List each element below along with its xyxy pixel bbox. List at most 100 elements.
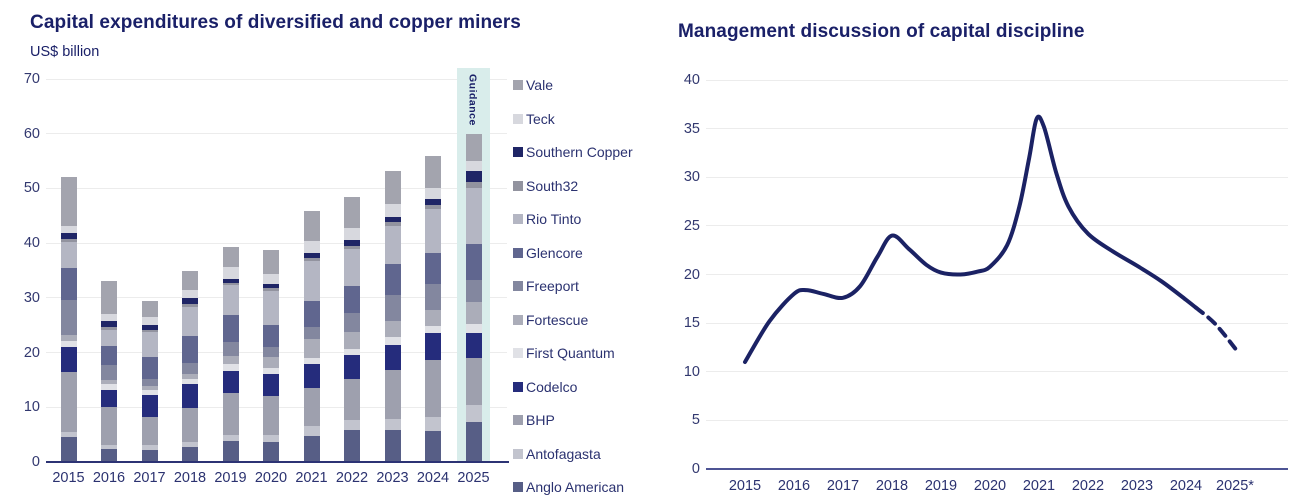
bar-segment-first-quantum — [263, 368, 279, 375]
x-axis-line — [46, 461, 509, 463]
bar-segment-south32 — [465, 181, 482, 189]
y-gridline — [46, 78, 507, 80]
y-gridline — [706, 274, 1288, 275]
bar-segment-vale — [101, 281, 117, 314]
x-axis-tick-label: 2021 — [295, 470, 328, 486]
bar-segment-codelco — [384, 345, 401, 371]
bar-segment-antofagasta — [141, 445, 158, 450]
legend-label: Antofagasta — [526, 445, 601, 462]
y-axis-tick-label: 25 — [683, 217, 700, 234]
bar-segment-anglo-american — [263, 442, 279, 462]
bar-segment-anglo-american — [303, 436, 320, 462]
legend-item-vale: Vale — [513, 76, 553, 94]
right-chart-title: Management discussion of capital discipl… — [678, 21, 1085, 42]
legend-label: BHP — [526, 412, 555, 428]
left-chart-title: Capital expenditures of diversified and … — [30, 12, 521, 33]
y-axis-tick-label: 0 — [691, 461, 700, 477]
bar-segment-glencore — [101, 346, 117, 366]
capex-bar-plot: 0 10 20 30 40 50 60 70 Guidance 2015 2016 2017 2018 2… — [23, 68, 509, 486]
y-axis-tick-label: 20 — [23, 344, 40, 361]
y-axis-tick-label: 15 — [683, 315, 700, 332]
y-axis-tick-label: 0 — [31, 454, 40, 470]
line-solid — [743, 114, 1198, 364]
x-axis-tick-label: 2023 — [1120, 478, 1154, 494]
legend-item-codelco: Codelco — [513, 378, 577, 396]
legend-item-southern-copper: Southern Copper — [513, 143, 633, 161]
bar-segment-bhp — [101, 407, 117, 446]
bar-segment-freeport — [141, 378, 158, 387]
legend-label: Rio Tinto — [526, 211, 582, 227]
legend-label: Southern Copper — [526, 144, 633, 160]
bar-segment-codelco — [101, 389, 117, 408]
bar-segment-antofagasta — [263, 435, 279, 443]
x-axis-tick-label: 2022 — [335, 470, 369, 486]
bar-segment-bhp — [60, 371, 77, 432]
legend-label: Glencore — [526, 244, 583, 261]
bar-segment-codelco — [141, 394, 158, 417]
legend-item-antofagasta: Antofagasta — [513, 445, 601, 463]
bar-segment-vale — [182, 270, 198, 290]
bar-segment-fortescue — [182, 373, 198, 379]
bar-segment-rio-tinto — [101, 329, 117, 346]
bar-segment-south32 — [303, 257, 320, 261]
bar-segment-bhp — [222, 393, 239, 435]
bar-segment-glencore — [141, 356, 158, 379]
x-axis-tick-label: 2024 — [1169, 478, 1203, 494]
bar-segment-antofagasta — [465, 405, 482, 423]
guidance-label: Guidance — [466, 74, 479, 126]
bar-segment-freeport — [384, 295, 401, 322]
bar-segment-anglo-american — [141, 449, 158, 462]
bar-segment-southern-copper — [222, 278, 239, 283]
y-gridline — [706, 128, 1288, 130]
legend-swatch — [513, 147, 523, 157]
legend-item-rio-tinto: Rio Tinto — [513, 210, 581, 228]
bar-segment-first-quantum — [182, 378, 198, 385]
bar-segment-teck — [222, 267, 239, 279]
bar-segment-vale — [384, 171, 401, 204]
bar-segment-teck — [263, 273, 279, 284]
y-gridline — [706, 225, 1288, 227]
legend-swatch — [513, 415, 523, 425]
bar-segment-anglo-american — [60, 437, 77, 462]
legend-swatch — [513, 247, 523, 258]
bar-segment-teck — [182, 289, 198, 298]
bar-segment-rio-tinto — [384, 225, 401, 265]
legend-swatch — [513, 482, 523, 492]
bar-segment-freeport — [60, 300, 77, 335]
bar-segment-antofagasta — [303, 426, 320, 437]
bar-segment-vale — [344, 196, 360, 229]
bar-segment-teck — [60, 225, 77, 233]
bar-segment-teck — [303, 240, 320, 253]
y-axis-tick-label: 30 — [23, 289, 40, 306]
legend-swatch — [513, 80, 523, 90]
y-axis-tick-label: 40 — [23, 235, 40, 252]
legend-item-south32: South32 — [513, 177, 578, 195]
bar-segment-codelco — [182, 384, 198, 408]
bar-segment-anglo-american — [182, 446, 198, 462]
y-gridline — [46, 242, 507, 244]
legend-label: Anglo American — [526, 479, 625, 495]
legend-swatch — [513, 448, 523, 459]
bar-segment-glencore — [303, 301, 320, 328]
legend-label: Teck — [526, 110, 555, 127]
bar-segment-first-quantum — [101, 384, 117, 390]
bar-segment-antofagasta — [60, 431, 77, 438]
x-axis-tick-label: 2024 — [416, 470, 450, 486]
bar-segment-glencore — [344, 286, 360, 313]
bar-segment-fortescue — [425, 310, 441, 327]
legend-item-bhp: BHP — [513, 411, 555, 429]
bar-segment-vale — [222, 246, 239, 268]
y-gridline — [706, 322, 1288, 324]
bar-segment-freeport — [263, 346, 279, 358]
y-axis-tick-label: 70 — [23, 71, 40, 87]
bar-segment-codelco — [263, 374, 279, 397]
bar-segment-first-quantum — [465, 323, 482, 333]
line-dashed-projection — [1193, 305, 1240, 354]
discipline-line-plot: 0 5 10 15 20 25 30 35 40 2015 2016 2017 2018 2019 2020… — [660, 0, 1300, 499]
legend-item-teck: Teck — [513, 110, 555, 128]
y-axis-tick-label: 40 — [683, 72, 700, 88]
bar-segment-freeport — [344, 312, 360, 332]
bar-segment-antofagasta — [182, 441, 198, 447]
x-axis-tick-label: 2018 — [875, 478, 909, 494]
x-axis-tick-label: 2025 — [457, 470, 490, 486]
